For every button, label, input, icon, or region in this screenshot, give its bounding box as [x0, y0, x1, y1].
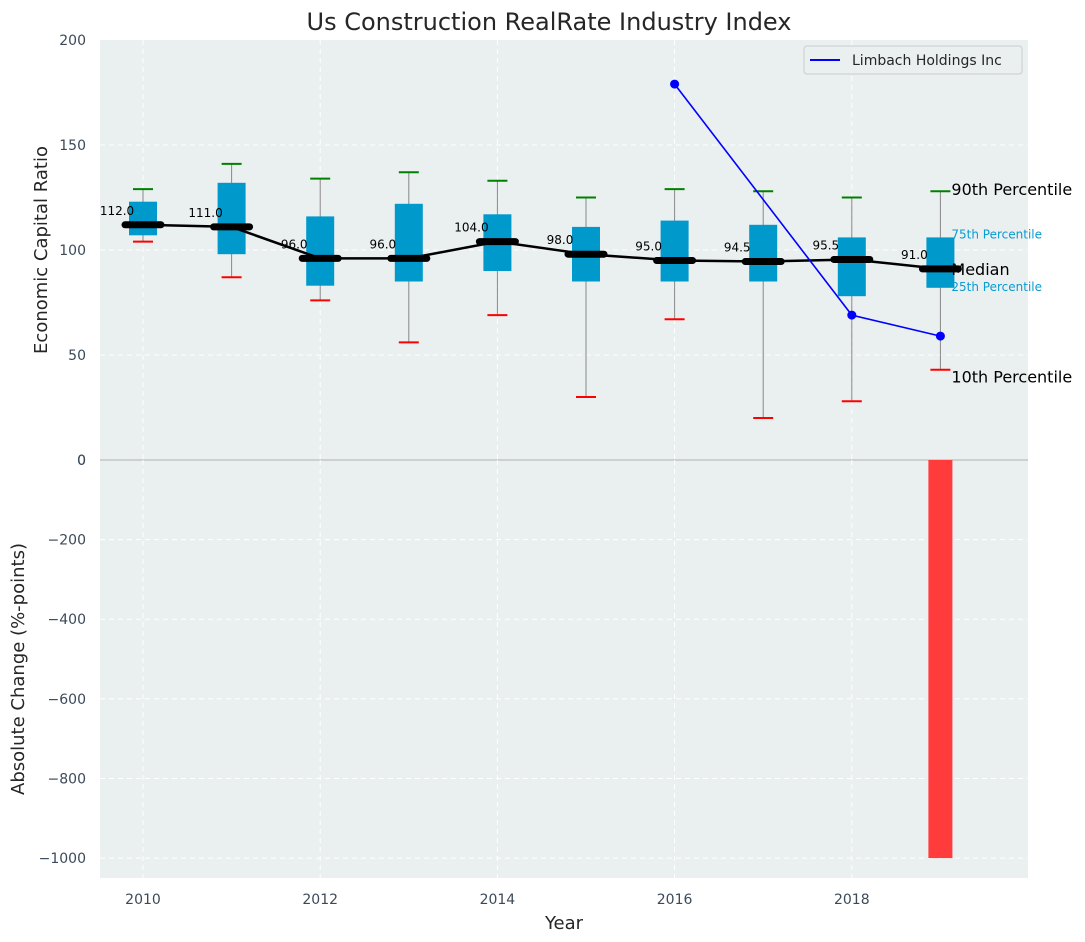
bottom-y-tick-label: −400 [48, 612, 86, 628]
x-tick-label: 2018 [834, 892, 870, 908]
series-point [847, 310, 857, 320]
top-y-tick-label: 100 [59, 243, 86, 259]
change-bar [928, 460, 953, 859]
company-series [670, 79, 945, 341]
median-value-label: 96.0 [369, 237, 396, 251]
box-iqr [749, 224, 778, 282]
box-iqr [926, 237, 955, 288]
bottom-y-tick-label: −600 [48, 692, 86, 708]
top-panel-y-ticks: 0 50 100 150 200 [59, 33, 86, 469]
box-iqr [129, 201, 157, 236]
median-value-label: 111.0 [188, 206, 222, 220]
median-value-label: 98.0 [547, 233, 574, 247]
box-iqr [306, 216, 335, 286]
legend-label: Limbach Holdings Inc [852, 53, 1002, 69]
median-trend-line [142, 223, 941, 271]
annotation-75th-percentile: 75th Percentile [951, 227, 1042, 241]
top-y-tick-label: 150 [59, 138, 86, 154]
bottom-panel-grid [100, 460, 1028, 878]
bottom-y-tick-label: −200 [48, 533, 86, 549]
top-y-tick-label: 200 [59, 33, 86, 49]
bottom-panel-y-ticks: 0 −200 −400 −600 −800 −1000 [39, 453, 86, 867]
series-point [670, 79, 680, 89]
median-value-label: 95.5 [812, 238, 839, 252]
median-value-label: 112.0 [100, 204, 134, 218]
series-point [935, 331, 945, 341]
x-tick-label: 2010 [125, 892, 161, 908]
x-axis-ticks: 2010 2012 2014 2016 2018 [125, 892, 869, 908]
bottom-y-tick-label: −1000 [39, 851, 86, 867]
annotation-25th-percentile: 25th Percentile [951, 280, 1042, 294]
box-iqr [394, 203, 423, 282]
top-y-axis-label: Economic Capital Ratio [31, 146, 52, 354]
box-iqr [217, 182, 246, 255]
bottom-y-tick-label: 0 [77, 453, 86, 469]
top-y-tick-label: 0 [77, 453, 86, 469]
annotation-10th-percentile: 10th Percentile [951, 368, 1072, 387]
x-tick-label: 2014 [480, 892, 516, 908]
median-value-label: 91.0 [901, 248, 928, 262]
bottom-y-tick-label: −800 [48, 771, 86, 787]
change-bars [928, 460, 953, 859]
bottom-y-axis-label: Absolute Change (%-points) [8, 543, 29, 795]
percentile-annotations: 90th Percentile 75th Percentile Median25th… [951, 180, 1072, 387]
box-iqr [837, 237, 866, 297]
legend-box [803, 45, 1023, 75]
median-value-label: 104.0 [454, 221, 488, 235]
x-tick-label: 2012 [302, 892, 338, 908]
bottom-panel-background [100, 460, 1028, 878]
chart-title: Us Construction RealRate Industry Index [307, 8, 792, 36]
annotation-90th-percentile: 90th Percentile [951, 180, 1072, 199]
median-value-label: 94.5 [724, 241, 751, 255]
x-axis-label: Year [544, 913, 584, 934]
annotation-median: Median [951, 260, 1009, 279]
median-value-label: 95.0 [635, 240, 662, 254]
legend: Limbach Holdings Inc [803, 45, 1023, 75]
box-iqr [660, 220, 689, 282]
x-tick-label: 2016 [657, 892, 693, 908]
median-polyline [142, 223, 941, 271]
top-y-tick-label: 50 [68, 348, 86, 364]
